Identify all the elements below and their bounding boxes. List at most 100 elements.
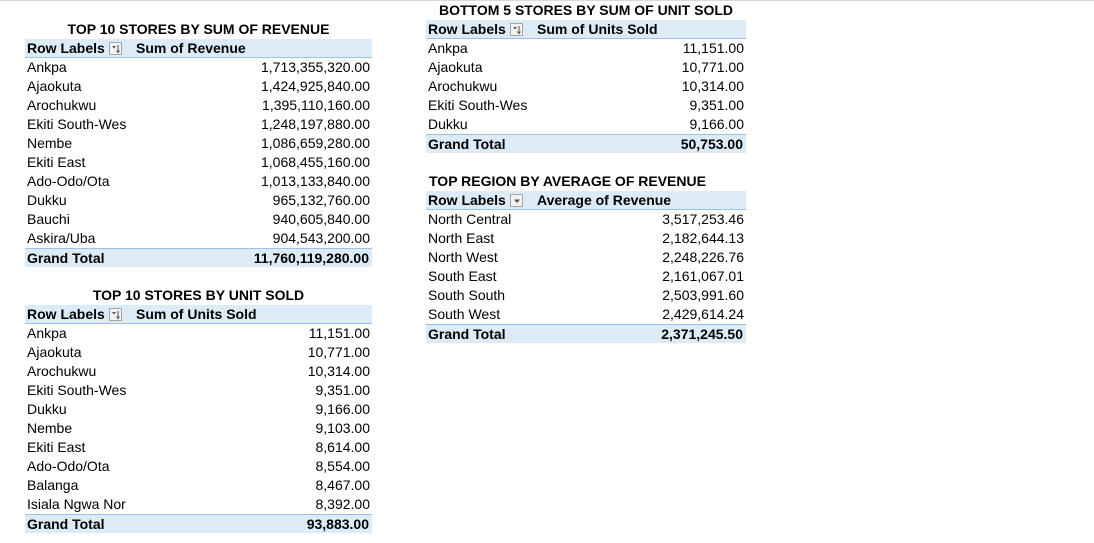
grand-total-value: 11,760,119,280.00 [253, 250, 369, 266]
row-value: 2,503,991.60 [662, 287, 744, 303]
row-label: Nembe [27, 420, 73, 436]
table-row[interactable]: Arochukwu 10,314.00 [25, 362, 372, 381]
row-label: Ekiti South-Wes [27, 382, 127, 398]
row-value: 11,151.00 [682, 40, 744, 56]
table-row[interactable]: North East 2,182,644.13 [426, 229, 746, 248]
row-label: Dukku [27, 401, 67, 417]
row-labels-text: Row Labels [27, 306, 105, 322]
row-label: Ekiti South-Wes [428, 97, 528, 113]
row-label: Ajaokuta [428, 59, 483, 75]
grand-total-row: Grand Total 2,371,245.50 [426, 324, 746, 343]
sort-filter-icon[interactable] [108, 41, 122, 55]
table-row[interactable]: Balanga 8,467.00 [25, 476, 372, 495]
table-row[interactable]: Ekiti South-Wes 9,351.00 [426, 96, 746, 115]
row-labels-header[interactable]: Row Labels [25, 305, 133, 323]
row-labels-header[interactable]: Row Labels [25, 39, 133, 57]
table-row[interactable]: Isiala Ngwa Nor 8,392.00 [25, 495, 372, 514]
table-row[interactable]: Ado-Odo/Ota 8,554.00 [25, 457, 372, 476]
row-label: Ekiti East [27, 154, 86, 170]
row-value: 3,517,253.46 [662, 211, 744, 227]
table-row[interactable]: Ajaokuta 10,771.00 [426, 58, 746, 77]
table-row[interactable]: South East 2,161,067.01 [426, 267, 746, 286]
row-label: Dukku [27, 192, 67, 208]
row-label: North West [428, 249, 498, 265]
table-row[interactable]: North Central 3,517,253.46 [426, 210, 746, 229]
table-row[interactable]: Ekiti South-Wes 9,351.00 [25, 381, 372, 400]
row-value: 1,424,925,840.00 [261, 78, 370, 94]
row-value: 11,151.00 [308, 325, 370, 341]
row-value: 1,395,110,160.00 [262, 97, 370, 113]
pivot-top10-revenue: TOP 10 STORES BY SUM OF REVENUE Row Labe… [25, 20, 372, 267]
row-value: 1,713,355,320.00 [261, 59, 370, 75]
table-row[interactable]: Ekiti East 8,614.00 [25, 438, 372, 457]
row-labels-header[interactable]: Row Labels [426, 191, 534, 209]
table-row[interactable]: South South 2,503,991.60 [426, 286, 746, 305]
grand-total-label: Grand Total [428, 136, 506, 152]
sort-filter-icon[interactable] [509, 22, 523, 36]
table-row[interactable]: Dukku 9,166.00 [25, 400, 372, 419]
table-row[interactable]: North West 2,248,226.76 [426, 248, 746, 267]
dropdown-arrow-icon[interactable] [509, 193, 523, 207]
row-value: 1,068,455,160.00 [261, 154, 370, 170]
row-labels-header[interactable]: Row Labels [426, 20, 534, 38]
table-row[interactable]: Ekiti South-Wes 1,248,197,880.00 [25, 115, 372, 134]
pivot-header-row: Row Labels Average of Revenue [426, 191, 746, 210]
row-value: 8,614.00 [315, 439, 371, 455]
sort-filter-icon[interactable] [108, 307, 122, 321]
table-row[interactable]: Arochukwu 1,395,110,160.00 [25, 96, 372, 115]
table-row[interactable]: Ankpa 11,151.00 [426, 39, 746, 58]
pivot-body: Ankpa 11,151.00 Ajaokuta 10,771.00 Arochukwu… [25, 324, 372, 514]
row-value: 2,429,614.24 [662, 306, 744, 322]
value-header[interactable]: Sum of Units Sold [537, 21, 658, 37]
table-row[interactable]: Nembe 9,103.00 [25, 419, 372, 438]
row-label: North East [428, 230, 495, 246]
row-value: 1,248,197,880.00 [261, 116, 370, 132]
row-label: South West [428, 306, 501, 322]
table-row[interactable]: Ankpa 11,151.00 [25, 324, 372, 343]
table-row[interactable]: Ajaokuta 10,771.00 [25, 343, 372, 362]
table-row[interactable]: Arochukwu 10,314.00 [426, 77, 746, 96]
grand-total-value: 50,753.00 [680, 136, 743, 152]
table-row[interactable]: Ankpa 1,713,355,320.00 [25, 58, 372, 77]
row-label: South South [428, 287, 506, 303]
row-value: 10,314.00 [681, 78, 744, 94]
row-label: Arochukwu [27, 97, 97, 113]
table-row[interactable]: Dukku 965,132,760.00 [25, 191, 372, 210]
pivot-body: Ankpa 11,151.00 Ajaokuta 10,771.00 Arochukwu… [426, 39, 746, 134]
row-label: Ankpa [27, 325, 67, 341]
pivot-title: TOP REGION BY AVERAGE OF REVENUE [429, 173, 706, 189]
table-row[interactable]: Ajaokuta 1,424,925,840.00 [25, 77, 372, 96]
row-value: 9,351.00 [315, 382, 371, 398]
grand-total-row: Grand Total 50,753.00 [426, 134, 746, 153]
table-row[interactable]: Nembe 1,086,659,280.00 [25, 134, 372, 153]
value-header[interactable]: Average of Revenue [537, 192, 672, 208]
table-row[interactable]: Ado-Odo/Ota 1,013,133,840.00 [25, 172, 372, 191]
table-row[interactable]: South West 2,429,614.24 [426, 305, 746, 324]
pivot-bottom5-units: BOTTOM 5 STORES BY SUM OF UNIT SOLD Row … [426, 1, 746, 153]
grand-total-row: Grand Total 93,883.00 [25, 514, 372, 533]
grand-total-row: Grand Total 11,760,119,280.00 [25, 248, 372, 267]
value-header[interactable]: Sum of Units Sold [136, 306, 257, 322]
row-value: 10,771.00 [681, 59, 744, 75]
row-value: 9,166.00 [689, 116, 745, 132]
row-label: Ajaokuta [27, 78, 82, 94]
row-label: Arochukwu [27, 363, 97, 379]
row-label: Ekiti South-Wes [27, 116, 127, 132]
row-value: 8,392.00 [315, 496, 371, 512]
table-row[interactable]: Askira/Uba 904,543,200.00 [25, 229, 372, 248]
row-value: 1,013,133,840.00 [261, 173, 370, 189]
row-value: 8,554.00 [315, 458, 371, 474]
row-value: 9,351.00 [689, 97, 745, 113]
row-label: Ankpa [428, 40, 468, 56]
value-header[interactable]: Sum of Revenue [136, 40, 246, 56]
row-label: Ajaokuta [27, 344, 82, 360]
grand-total-label: Grand Total [27, 516, 105, 532]
row-value: 2,161,067.01 [662, 268, 744, 284]
table-row[interactable]: Bauchi 940,605,840.00 [25, 210, 372, 229]
row-labels-text: Row Labels [428, 21, 506, 37]
pivot-top10-units: TOP 10 STORES BY UNIT SOLD Row Labels Su… [25, 286, 372, 533]
grand-total-label: Grand Total [27, 250, 105, 266]
row-label: Nembe [27, 135, 73, 151]
table-row[interactable]: Ekiti East 1,068,455,160.00 [25, 153, 372, 172]
table-row[interactable]: Dukku 9,166.00 [426, 115, 746, 134]
